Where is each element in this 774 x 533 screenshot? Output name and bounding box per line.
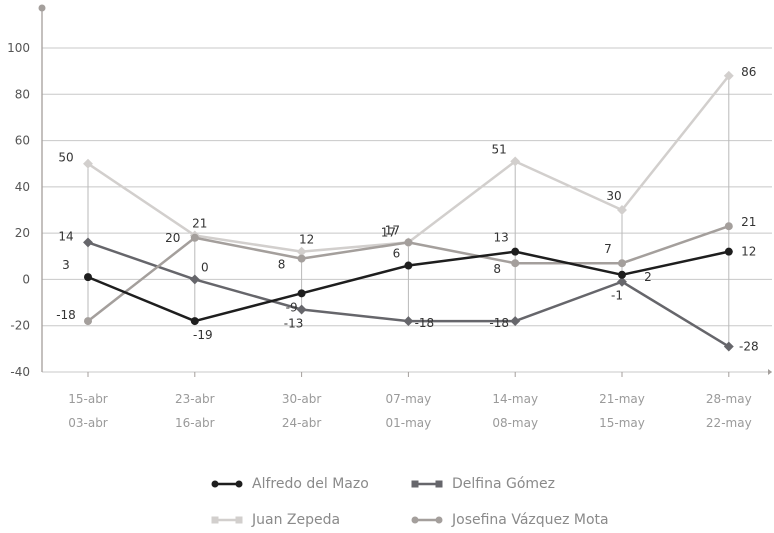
legend-swatch-icon [411,480,443,488]
y-tick-label: -20 [10,319,30,333]
data-label: 8 [278,258,286,272]
data-label: 7 [604,242,612,256]
legend-label: Josefina Vázquez Mota [452,512,609,528]
data-label: 6 [393,247,401,261]
x-tick-label: 08-may [492,416,538,430]
legend-label: Juan Zepeda [252,512,341,528]
data-label: -28 [739,340,759,354]
data-label: -18 [489,316,509,330]
legend-item-alfredo-del-mazo[interactable]: Alfredo del Mazo [210,476,369,492]
x-tick-label: 30-abr [282,392,322,406]
data-point [724,247,733,256]
data-label: 30 [606,189,621,203]
y-tick-label: 20 [15,226,30,240]
data-label: -1 [611,289,623,303]
legend: Alfredo del Mazo Delfina Gómez Juan Zepe… [0,470,774,530]
data-label: 0 [201,260,209,274]
x-tick-label: 22-may [706,416,752,430]
data-label: 8 [493,262,501,276]
x-tick-label: 15-abr [68,392,108,406]
data-label: 3 [62,258,70,272]
line-chart: -40-2002040608010015-abr03-abr23-abr16-a… [7,4,772,430]
data-point [724,222,733,231]
data-label: 14 [58,229,73,243]
data-label: 50 [58,151,73,165]
data-point [511,247,520,256]
y-tick-label: 40 [15,180,30,194]
data-label: -13 [284,317,304,331]
data-point [296,304,307,315]
legend-item-juan-zepeda[interactable]: Juan Zepeda [210,512,340,528]
data-label: 21 [741,215,756,229]
x-tick-label: 15-may [599,416,645,430]
data-point [190,233,199,242]
data-point [404,238,413,247]
data-point [617,205,627,215]
data-label: -18 [415,316,435,330]
data-label: 86 [741,65,756,79]
x-tick-label: 24-abr [282,416,322,430]
legend-item-josefina-vazquez-mota[interactable]: Josefina Vázquez Mota [410,512,609,528]
data-point [189,274,200,285]
data-label: 51 [492,142,507,156]
y-tick-label: -40 [10,365,30,379]
x-tick-label: 07-may [386,392,432,406]
data-label: -9 [286,300,298,314]
data-point [83,237,93,248]
data-label: 17 [381,225,396,239]
data-label: 21 [192,216,207,230]
data-label: 20 [165,231,180,245]
y-axis-top-marker [38,4,46,12]
y-tick-label: 80 [15,87,30,101]
x-tick-label: 03-abr [68,416,108,430]
data-point [84,273,92,282]
data-point [296,246,307,257]
legend-swatch-icon [211,480,243,488]
legend-swatch-icon [411,516,443,524]
x-axis-end-marker [768,369,772,375]
data-label: 12 [299,233,314,247]
data-point [618,270,626,279]
data-point [723,341,734,352]
legend-label: Alfredo del Mazo [252,476,369,492]
data-label: -18 [56,308,76,322]
data-point [510,156,521,167]
y-tick-label: 0 [22,272,30,286]
x-tick-label: 21-may [599,392,645,406]
data-point [84,317,92,326]
x-tick-label: 01-may [386,416,432,430]
data-point [297,254,306,263]
legend-swatch-icon [211,516,243,524]
data-label: 17 [385,223,400,237]
data-point [511,259,520,268]
data-point [403,316,414,327]
x-tick-label: 14-may [492,392,538,406]
data-label: 2 [644,270,652,284]
data-point [83,158,93,169]
data-point [404,261,413,270]
data-point [297,289,306,298]
y-tick-label: 100 [7,41,30,55]
data-label: 13 [494,231,509,245]
data-point [510,316,521,327]
data-point [618,259,626,268]
y-tick-label: 60 [15,134,30,148]
series-line [87,74,730,253]
data-point [190,317,199,326]
x-tick-label: 28-may [706,392,752,406]
data-point [723,70,734,81]
data-label: 12 [741,245,756,259]
x-tick-label: 23-abr [175,392,215,406]
legend-item-delfina-gomez[interactable]: Delfina Gómez [410,476,555,492]
x-tick-label: 16-abr [175,416,215,430]
legend-label: Delfina Gómez [452,476,556,492]
data-label: -19 [193,328,213,342]
data-point [617,276,627,287]
